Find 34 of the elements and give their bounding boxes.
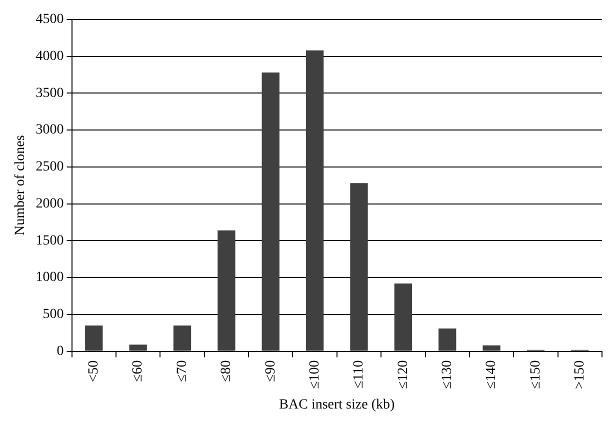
bar <box>85 325 103 351</box>
y-tick-label: 1000 <box>36 270 64 286</box>
y-tick-label: 2000 <box>36 196 64 212</box>
x-tick-label: ≤120 <box>396 360 411 389</box>
y-tick-label: 1500 <box>36 233 64 248</box>
x-tick-label: ≤70 <box>174 360 190 382</box>
x-tick-label: ≤60 <box>130 360 146 382</box>
y-tick-label: 0 <box>56 344 64 359</box>
bar <box>262 72 280 351</box>
x-tick-label: ≤100 <box>307 360 322 389</box>
x-tick-label: ≤130 <box>440 360 456 389</box>
x-tick-label: ≤90 <box>263 360 278 382</box>
x-tick-label: ≤140 <box>484 360 500 389</box>
y-tick-label: 3500 <box>36 86 64 101</box>
bar <box>438 328 456 351</box>
bar <box>482 345 500 351</box>
y-tick-label: 4500 <box>36 12 64 28</box>
y-tick-label: 3000 <box>36 122 64 138</box>
bar <box>173 325 192 351</box>
y-tick-label: 4000 <box>36 48 64 64</box>
y-tick-label: 500 <box>42 307 64 322</box>
bar <box>350 183 368 351</box>
x-axis-title: BAC insert size (kb) <box>279 397 395 412</box>
x-tick-label: >150 <box>572 360 588 390</box>
y-axis-title: Number of clones <box>13 135 28 236</box>
bar <box>218 230 236 351</box>
bar <box>129 344 147 351</box>
x-tick-label: <50 <box>86 360 102 382</box>
x-tick-label: ≤150 <box>528 360 544 389</box>
x-tick-label: ≤110 <box>352 360 367 388</box>
x-tick-label: ≤80 <box>219 360 234 382</box>
bar <box>394 283 412 351</box>
bar <box>306 50 324 351</box>
y-tick-label: 2500 <box>36 160 64 175</box>
